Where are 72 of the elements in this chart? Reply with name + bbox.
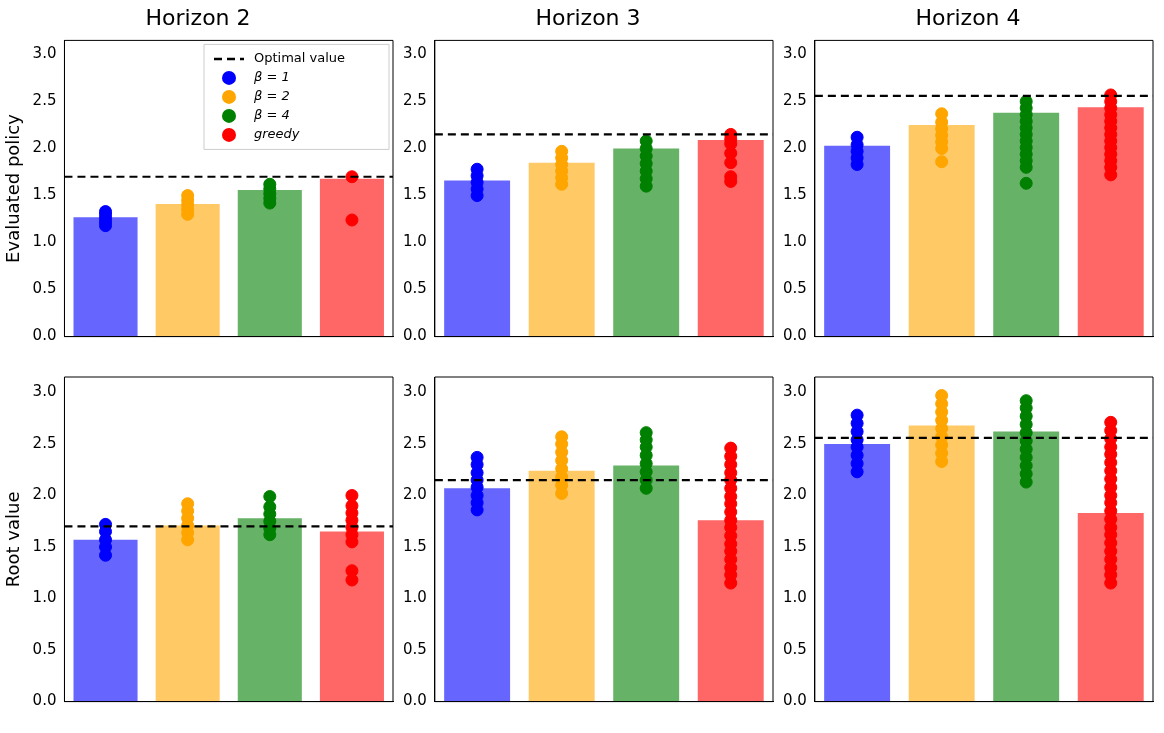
y-tick-label: 0.0 — [32, 326, 57, 345]
bar — [908, 125, 975, 337]
y-tick-label: 1.5 — [403, 185, 427, 204]
bar — [697, 520, 764, 702]
bar — [993, 431, 1060, 702]
y-tick-label: 2.0 — [783, 138, 807, 157]
bar — [824, 443, 891, 702]
y-tick-label: 1.0 — [403, 588, 427, 607]
bar — [528, 470, 595, 702]
y-tick-label: 3.0 — [403, 382, 427, 401]
y-tick-label: 1.0 — [783, 588, 807, 607]
y-tick-label: 1.5 — [32, 536, 57, 555]
y-tick-label: 2.0 — [783, 485, 807, 504]
bar — [528, 162, 595, 337]
bar — [824, 145, 891, 337]
y-tick-label: 3.0 — [32, 382, 57, 401]
y-tick-label: 3.0 — [783, 382, 807, 401]
y-tick-label: 3.0 — [403, 44, 427, 63]
bar — [444, 180, 511, 337]
bar — [993, 112, 1060, 337]
chart-title: Horizon 4 — [915, 4, 1021, 30]
bar — [908, 425, 975, 702]
y-axis-title: Root value — [2, 491, 24, 588]
bar — [697, 140, 764, 337]
y-tick-label: 1.0 — [32, 232, 57, 251]
bar — [444, 488, 511, 702]
bar — [613, 148, 680, 337]
y-tick-label: 2.5 — [32, 433, 57, 452]
y-tick-label: 0.5 — [783, 279, 807, 298]
legend-label: β = 2 — [253, 88, 290, 104]
y-tick-label: 1.0 — [783, 232, 807, 251]
bar — [155, 204, 220, 337]
y-tick-label: 2.5 — [403, 433, 427, 452]
y-tick-label: 0.0 — [403, 691, 427, 710]
chart-title: Horizon 3 — [535, 4, 641, 30]
bar — [237, 189, 302, 337]
y-tick-label: 2.5 — [403, 91, 427, 110]
y-tick-label: 0.5 — [403, 639, 427, 658]
legend-label: β = 1 — [253, 69, 290, 85]
y-tick-label: 2.0 — [32, 485, 57, 504]
y-tick-label: 3.0 — [783, 44, 807, 63]
y-tick-label: 2.0 — [32, 138, 57, 157]
chart-title: Horizon 2 — [145, 4, 251, 30]
y-tick-label: 2.5 — [783, 91, 807, 110]
bar — [1077, 107, 1144, 337]
y-tick-label: 1.0 — [403, 232, 427, 251]
y-tick-label: 1.0 — [32, 588, 57, 607]
y-tick-label: 2.5 — [783, 433, 807, 452]
y-tick-label: 0.0 — [783, 691, 807, 710]
legend-label: greedy — [254, 126, 300, 142]
y-tick-label: 2.0 — [403, 485, 427, 504]
y-axis-title: Evaluated policy — [2, 113, 24, 263]
y-tick-label: 0.5 — [783, 639, 807, 658]
y-tick-label: 0.5 — [32, 279, 57, 298]
y-tick-label: 1.5 — [32, 185, 57, 204]
bar — [319, 178, 384, 337]
y-tick-label: 0.0 — [783, 326, 807, 345]
legend-label: β = 4 — [253, 107, 290, 123]
bar — [613, 465, 680, 702]
y-tick-label: 1.5 — [783, 185, 807, 204]
y-tick-label: 1.5 — [783, 536, 807, 555]
y-tick-label: 0.5 — [403, 279, 427, 298]
y-tick-label: 0.0 — [403, 326, 427, 345]
y-tick-label: 2.0 — [403, 138, 427, 157]
y-tick-label: 1.5 — [403, 536, 427, 555]
y-tick-label: 2.5 — [32, 91, 57, 110]
y-tick-label: 0.5 — [32, 639, 57, 658]
bar — [1077, 513, 1144, 702]
legend-label: Optimal value — [254, 50, 346, 66]
bar — [73, 217, 138, 337]
y-tick-label: 3.0 — [32, 44, 57, 63]
y-tick-label: 0.0 — [32, 691, 57, 710]
